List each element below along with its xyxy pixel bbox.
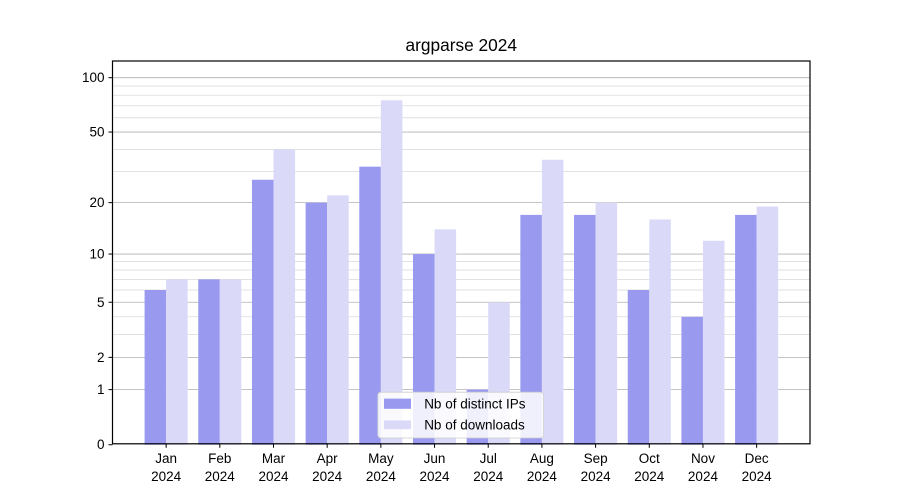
svg-text:2024: 2024	[312, 469, 343, 484]
svg-text:Oct: Oct	[639, 451, 660, 466]
svg-text:2024: 2024	[205, 469, 236, 484]
svg-text:5: 5	[97, 295, 105, 310]
svg-text:100: 100	[82, 70, 105, 85]
svg-text:2024: 2024	[742, 469, 773, 484]
svg-text:2024: 2024	[473, 469, 504, 484]
svg-text:1: 1	[97, 382, 105, 397]
svg-text:Feb: Feb	[208, 451, 231, 466]
svg-text:Apr: Apr	[317, 451, 339, 466]
svg-text:Sep: Sep	[584, 451, 608, 466]
svg-text:Nb of downloads: Nb of downloads	[424, 417, 525, 432]
svg-text:Nov: Nov	[691, 451, 715, 466]
svg-text:2: 2	[97, 350, 105, 365]
svg-text:2024: 2024	[151, 469, 182, 484]
svg-text:50: 50	[89, 125, 104, 140]
svg-text:Dec: Dec	[745, 451, 769, 466]
svg-text:2024: 2024	[527, 469, 558, 484]
svg-text:Mar: Mar	[262, 451, 286, 466]
svg-text:2024: 2024	[258, 469, 289, 484]
svg-text:Aug: Aug	[530, 451, 554, 466]
svg-text:0: 0	[97, 437, 105, 452]
svg-text:10: 10	[89, 247, 104, 262]
svg-text:Nb of distinct IPs: Nb of distinct IPs	[424, 397, 526, 412]
svg-text:argparse 2024: argparse 2024	[406, 35, 518, 55]
svg-text:2024: 2024	[688, 469, 719, 484]
svg-text:Jun: Jun	[424, 451, 446, 466]
svg-text:Jan: Jan	[155, 451, 177, 466]
svg-text:2024: 2024	[581, 469, 612, 484]
svg-text:2024: 2024	[366, 469, 397, 484]
svg-text:Jul: Jul	[480, 451, 497, 466]
svg-text:2024: 2024	[420, 469, 451, 484]
svg-text:2024: 2024	[634, 469, 665, 484]
svg-text:May: May	[368, 451, 394, 466]
svg-text:20: 20	[89, 195, 104, 210]
